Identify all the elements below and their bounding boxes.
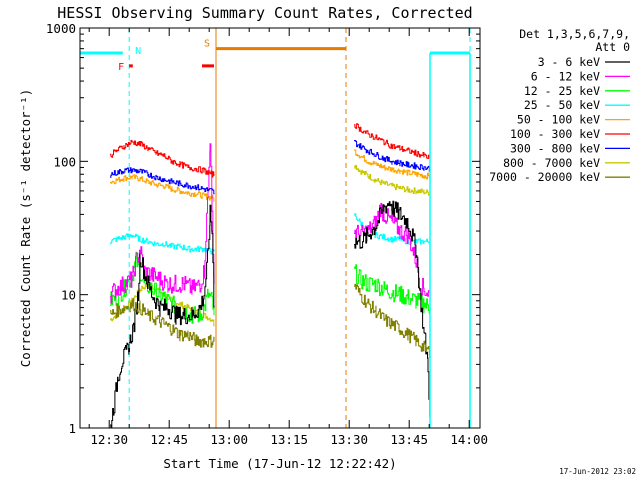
legend-header-line1: Det 1,3,5,6,7,9, — [519, 27, 630, 41]
series-25-50-kev-segment-1 — [110, 233, 215, 255]
series-12-25-kev-segment-2 — [354, 264, 431, 315]
legend-label-3-6-kev: 3 - 6 keV — [538, 55, 600, 69]
legend-label-800-7000-kev: 800 - 7000 keV — [503, 156, 600, 170]
x-tick-label: 12:30 — [90, 432, 128, 447]
series-100-300-kev-segment-2 — [354, 123, 431, 159]
legend-header-line2: Att 0 — [595, 40, 630, 54]
plot-frame — [79, 27, 481, 429]
x-tick-label: 13:00 — [210, 432, 248, 447]
legend-label-7000-20000-kev: 7000 - 20000 keV — [489, 170, 600, 184]
legend-label-300-800-kev: 300 - 800 keV — [510, 141, 600, 155]
series-300-800-kev-segment-2 — [354, 140, 431, 172]
saa-label: S — [204, 39, 210, 50]
series-7000-20000-kev-segment-2 — [354, 283, 431, 358]
legend-label-25-50-kev: 25 - 50 keV — [524, 98, 600, 112]
flare-flag-label: F — [118, 62, 124, 73]
chart-title: HESSI Observing Summary Count Rates, Cor… — [57, 4, 472, 22]
series-50-100-kev-segment-2 — [354, 149, 431, 180]
series-layer — [110, 123, 431, 428]
series-6-12-kev-segment-1 — [110, 143, 215, 304]
x-axis-label: Start Time (17-Jun-12 12:22:42) — [163, 456, 396, 471]
x-tick-label: 13:15 — [270, 432, 308, 447]
legend-label-100-300-kev: 100 - 300 keV — [510, 127, 600, 141]
y-tick-label: 10 — [61, 288, 76, 303]
x-tick-label: 13:30 — [330, 432, 368, 447]
legend-label-6-12-kev: 6 - 12 keV — [531, 69, 600, 83]
footer-timestamp: 17-Jun-2012 23:02 — [559, 467, 636, 476]
series-100-300-kev-segment-1 — [110, 139, 215, 178]
y-tick-label: 1 — [68, 421, 76, 436]
attenuator-marker-label: N — [135, 46, 141, 57]
x-tick-label: 13:45 — [390, 432, 428, 447]
x-tick-label: 12:45 — [150, 432, 188, 447]
series-7000-20000-kev-segment-1 — [110, 298, 215, 348]
y-tick-label: 1000 — [46, 21, 76, 36]
series-3-6-kev-segment-2 — [354, 200, 431, 428]
series-50-100-kev-segment-1 — [110, 174, 215, 202]
legend-label-50-100-kev: 50 - 100 keV — [517, 113, 600, 127]
overlay-layer: N S F — [80, 28, 471, 428]
series-300-800-kev-segment-1 — [110, 167, 215, 195]
series-3-6-kev-segment-1 — [110, 204, 215, 428]
x-tick-label: 14:00 — [450, 432, 488, 447]
series-800-7000-kev-segment-2 — [354, 164, 431, 196]
y-tick-label: 100 — [53, 154, 76, 169]
y-axis-label: Corrected Count Rate (s⁻¹ detector⁻¹) — [18, 89, 33, 367]
legend-label-12-25-kev: 12 - 25 keV — [524, 84, 600, 98]
axis-layer: 12:30 12:45 13:00 13:15 13:30 13:45 14:00 1 10 10… — [46, 21, 488, 447]
